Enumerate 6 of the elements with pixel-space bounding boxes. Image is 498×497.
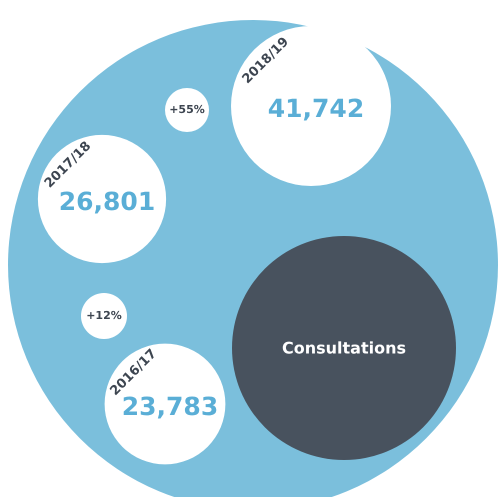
text: +55% — [169, 103, 205, 116]
data-label: 41,742 — [268, 94, 364, 123]
data-label: 26,801 — [58, 186, 156, 216]
text: +12% — [86, 309, 122, 322]
data-label: 23,783 — [122, 392, 218, 421]
text: Consultations — [282, 338, 406, 358]
